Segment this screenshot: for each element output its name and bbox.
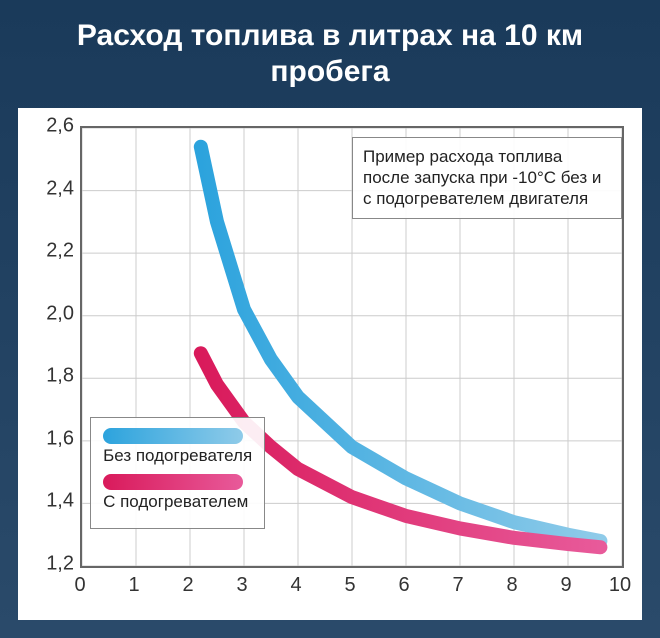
y-tick: 1,4 bbox=[24, 490, 74, 513]
x-tick: 4 bbox=[290, 574, 301, 597]
legend-swatch bbox=[103, 474, 243, 490]
chart-title: Расход топлива в литрах на 10 км пробега bbox=[0, 0, 660, 100]
legend-label: С подогревателем bbox=[103, 492, 248, 512]
x-tick: 6 bbox=[398, 574, 409, 597]
x-tick: 3 bbox=[236, 574, 247, 597]
x-tick: 9 bbox=[560, 574, 571, 597]
y-tick: 2,0 bbox=[24, 302, 74, 325]
legend-item-with_heater: С подогревателем bbox=[103, 474, 252, 520]
y-tick: 2,4 bbox=[24, 177, 74, 200]
chart-container: Расход топлива в литрах на 10 км пробега… bbox=[0, 0, 660, 638]
y-tick: 1,6 bbox=[24, 427, 74, 450]
x-tick: 8 bbox=[506, 574, 517, 597]
x-tick: 0 bbox=[74, 574, 85, 597]
legend: Без подогревателя С подогревателем bbox=[90, 417, 265, 529]
x-tick: 7 bbox=[452, 574, 463, 597]
x-tick: 10 bbox=[609, 574, 631, 597]
x-tick: 1 bbox=[128, 574, 139, 597]
annotation-text: Пример расхода топлива после запуска при… bbox=[363, 147, 601, 209]
chart-area: Пример расхода топлива после запуска при… bbox=[18, 108, 642, 620]
y-tick: 2,2 bbox=[24, 240, 74, 263]
x-tick: 2 bbox=[182, 574, 193, 597]
x-tick: 5 bbox=[344, 574, 355, 597]
legend-swatch bbox=[103, 428, 243, 444]
plot-area: Пример расхода топлива после запуска при… bbox=[80, 126, 624, 568]
y-tick: 2,6 bbox=[24, 115, 74, 138]
legend-label: Без подогревателя bbox=[103, 446, 252, 466]
y-tick: 1,2 bbox=[24, 553, 74, 576]
y-tick: 1,8 bbox=[24, 365, 74, 388]
annotation-box: Пример расхода топлива после запуска при… bbox=[352, 137, 622, 219]
legend-item-without_heater: Без подогревателя bbox=[103, 428, 252, 474]
